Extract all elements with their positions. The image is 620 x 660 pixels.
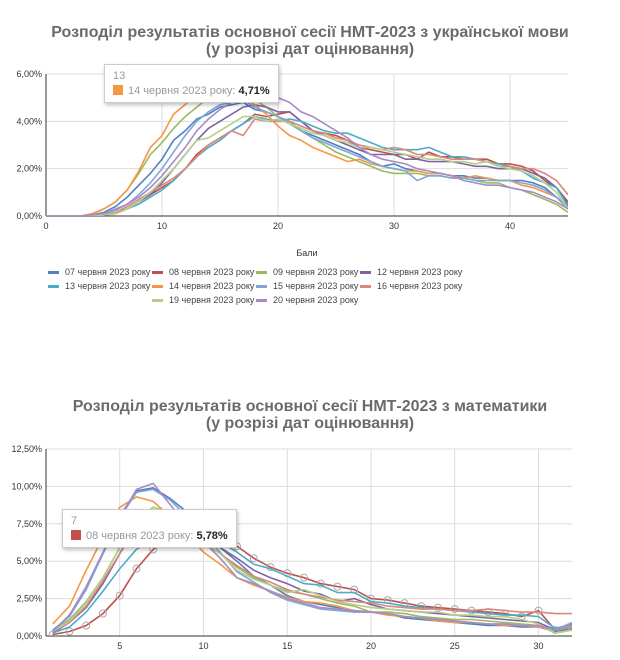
legend-item[interactable]: 14 червня 2023 року bbox=[152, 281, 254, 291]
series-group bbox=[46, 89, 568, 216]
x-tick-label: 10 bbox=[157, 221, 167, 231]
y-tick-label: 5,00% bbox=[16, 556, 42, 566]
y-tick-label: 2,50% bbox=[16, 594, 42, 604]
y-tick-label: 4,00% bbox=[16, 116, 42, 126]
legend-item[interactable]: 16 червня 2023 року bbox=[360, 281, 462, 291]
legend-swatch bbox=[256, 271, 267, 275]
legend-label: 13 червня 2023 року bbox=[65, 281, 151, 291]
series-line-15 bbox=[46, 99, 568, 216]
tooltip-swatch bbox=[113, 85, 123, 95]
x-tick-label: 30 bbox=[533, 641, 543, 651]
data-point bbox=[450, 605, 459, 614]
legend-swatch bbox=[360, 285, 371, 289]
data-point bbox=[82, 621, 91, 630]
tooltip-series: 14 червня 2023 року: bbox=[128, 85, 236, 97]
y-tick-label: 0,00% bbox=[16, 211, 42, 221]
series-line-19 bbox=[46, 115, 568, 216]
legend-item[interactable]: 20 червня 2023 року bbox=[256, 295, 358, 305]
data-point bbox=[316, 579, 325, 588]
x-tick-label: 5 bbox=[117, 641, 122, 651]
y-tick-label: 10,00% bbox=[11, 481, 42, 491]
series-line-16 bbox=[46, 118, 568, 216]
legend-item[interactable]: 19 червня 2023 року bbox=[152, 295, 254, 305]
chart2-title-line1: Розподіл результатів основної сесії НМТ-… bbox=[72, 398, 548, 415]
x-tick-label: 15 bbox=[282, 641, 292, 651]
data-point bbox=[534, 606, 543, 615]
legend-swatch bbox=[152, 285, 163, 289]
y-tick-label: 6,00% bbox=[16, 69, 42, 79]
data-point bbox=[115, 591, 124, 600]
chart1-subtitle: (у розрізі дат оцінювання) bbox=[205, 41, 415, 58]
data-point bbox=[249, 554, 258, 563]
series-line-07 bbox=[46, 101, 568, 216]
x-tick-label: 0 bbox=[43, 221, 48, 231]
tooltip-swatch bbox=[71, 530, 81, 540]
tooltip-value: 4,71% bbox=[238, 85, 270, 97]
legend-item[interactable]: 08 червня 2023 року bbox=[152, 267, 254, 277]
legend-label: 14 червня 2023 року bbox=[169, 281, 255, 291]
legend-swatch bbox=[152, 271, 163, 275]
tooltip-series: 08 червня 2023 року: bbox=[86, 530, 194, 542]
series-group bbox=[48, 482, 572, 636]
data-point bbox=[333, 582, 342, 591]
legend-label: 12 червня 2023 року bbox=[377, 267, 463, 277]
chart1-plot: 0,00% 2,00% 4,00% 6,00% 0 10 20 30 40 Бали bbox=[16, 69, 568, 258]
data-point bbox=[299, 573, 308, 582]
data-point bbox=[132, 564, 141, 573]
data-point bbox=[98, 609, 107, 618]
legend-label: 16 червня 2023 року bbox=[377, 281, 463, 291]
series-line-20 bbox=[46, 94, 568, 216]
legend-swatch bbox=[48, 285, 59, 289]
chart2-plot: 0,00% 2,50% 5,00% 7,50% 10,00% 12,50% 5 10 15 20 2… bbox=[11, 444, 572, 651]
tooltip-x: 7 bbox=[71, 515, 78, 527]
y-tick-label: 7,50% bbox=[16, 519, 42, 529]
chart2-tooltip: 7 08 червня 2023 року: 5,78% bbox=[62, 509, 237, 548]
series-line-09 bbox=[46, 89, 568, 216]
legend-item[interactable]: 13 червня 2023 року bbox=[48, 281, 150, 291]
x-tick-label: 10 bbox=[198, 641, 208, 651]
legend-swatch bbox=[48, 271, 59, 275]
x-tick-label: 25 bbox=[450, 641, 460, 651]
chart1-title: Розподіл результатів основної сесії НМТ-… bbox=[0, 24, 620, 58]
x-tick-label: 20 bbox=[273, 221, 283, 231]
legend-item[interactable]: 12 червня 2023 року bbox=[360, 267, 462, 277]
chart1-title-line1: Розподіл результатів основної сесії НМТ-… bbox=[51, 24, 569, 41]
x-axis-label: Бали bbox=[296, 248, 317, 258]
x-tick-label: 20 bbox=[366, 641, 376, 651]
legend-swatch bbox=[152, 299, 163, 303]
data-point bbox=[65, 627, 74, 636]
legend-label: 07 червня 2023 року bbox=[65, 267, 151, 277]
legend-label: 09 червня 2023 року bbox=[273, 267, 359, 277]
x-tick-label: 30 bbox=[389, 221, 399, 231]
legend-swatch bbox=[256, 299, 267, 303]
legend-item[interactable]: 09 червня 2023 року bbox=[256, 267, 358, 277]
tooltip-x: 13 bbox=[113, 70, 126, 82]
legend-label: 15 червня 2023 року bbox=[273, 281, 359, 291]
series-line-08 bbox=[52, 527, 572, 636]
legend-item[interactable]: 15 червня 2023 року bbox=[256, 281, 358, 291]
legend-label: 19 червня 2023 року bbox=[169, 295, 255, 305]
data-point bbox=[433, 603, 442, 612]
tooltip-value: 5,78% bbox=[196, 530, 228, 542]
series-line-20 bbox=[52, 482, 572, 633]
legend-item[interactable]: 07 червня 2023 року bbox=[48, 267, 150, 277]
series-line-14 bbox=[46, 89, 568, 216]
chart1-tooltip: 13 14 червня 2023 року: 4,71% bbox=[104, 64, 279, 103]
legend-label: 20 червня 2023 року bbox=[273, 295, 359, 305]
x-tick-label: 40 bbox=[505, 221, 515, 231]
chart2-title: Розподіл результатів основної сесії НМТ-… bbox=[0, 398, 620, 432]
y-tick-label: 2,00% bbox=[16, 164, 42, 174]
y-tick-label: 12,50% bbox=[11, 444, 42, 454]
legend-label: 08 червня 2023 року bbox=[169, 267, 255, 277]
legend-swatch bbox=[360, 271, 371, 275]
legend-swatch bbox=[256, 285, 267, 289]
y-tick-label: 0,00% bbox=[16, 631, 42, 641]
chart2-subtitle: (у розрізі дат оцінювання) bbox=[205, 415, 415, 432]
